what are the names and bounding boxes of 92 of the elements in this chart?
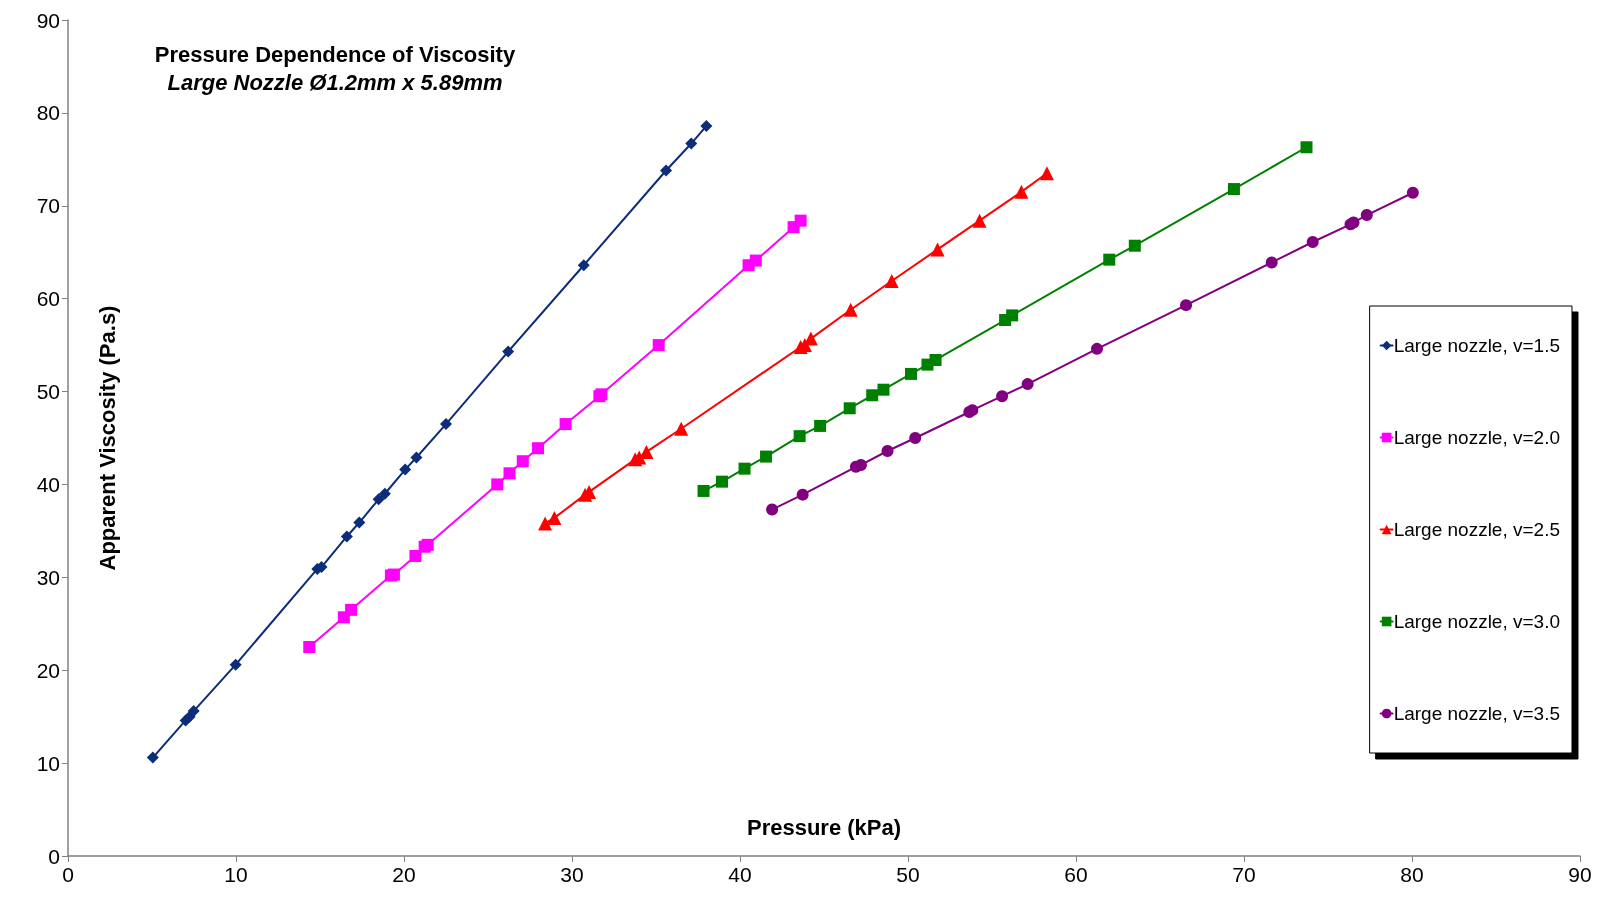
point [843,402,856,415]
x-tick-label: 90 [1568,863,1592,886]
point [793,430,806,443]
point [1300,141,1313,154]
point [700,119,713,132]
point [345,603,358,616]
x-tick-label: 60 [1064,863,1088,886]
point [1021,378,1034,391]
y-tick-label: 30 [36,565,60,589]
point [794,214,807,227]
point [685,137,698,150]
point [814,419,827,432]
point [1039,166,1054,181]
point [146,751,159,764]
point [660,164,673,177]
point [1128,239,1141,252]
point [410,451,423,464]
x-tick-label: 50 [896,863,920,886]
legend-label: Large nozzle, v=1.5 [1393,335,1561,356]
point [229,658,242,671]
point [503,467,516,480]
point [1406,186,1419,199]
y-tick-label: 40 [36,472,60,496]
point [929,353,942,366]
x-tick-label: 20 [392,863,416,886]
point [1360,209,1373,222]
point [652,339,665,352]
point [538,516,553,531]
point [697,484,710,497]
y-tick-label: 70 [36,194,60,218]
point [399,463,412,476]
y-tick-label: 0 [48,844,60,868]
x-axis-title: Pressure (kPa) [746,814,902,840]
point [716,475,729,488]
y-tick-label: 20 [36,658,60,682]
y-tick-label: 80 [36,101,60,125]
y-tick-label: 10 [36,751,60,775]
point [1014,184,1029,199]
point [409,549,422,562]
point [972,213,987,228]
point [884,274,899,289]
point [1091,342,1103,355]
point [674,421,689,436]
point [905,367,918,380]
point [559,418,572,431]
point [760,450,773,463]
point [532,442,545,455]
point [1227,183,1240,196]
y-tick-label: 50 [36,380,60,404]
point [372,493,385,506]
legend-label: Large nozzle, v=3.5 [1393,703,1561,724]
x-tick-label: 80 [1400,863,1424,886]
point [909,432,922,444]
point [547,510,562,525]
y-tick-label: 90 [36,8,60,32]
x-tick-label: 40 [728,863,752,886]
legend-label: Large nozzle, v=3.0 [1393,611,1561,632]
point [866,389,879,402]
point [749,254,762,267]
point [843,302,858,317]
point [766,503,779,516]
y-tick-label: 60 [36,287,60,311]
y-axis-title: Apparent Viscosity (Pa.s) [94,305,120,571]
text: Pressure Dependence of Viscosity [154,41,516,67]
point [996,390,1009,403]
point [502,345,515,358]
point [1006,309,1019,322]
point [881,445,894,457]
point [1103,253,1116,266]
point [440,418,452,431]
point [930,242,945,257]
text: Large Nozzle Ø1.2mm x 5.89mm [167,69,503,95]
legend-label: Large nozzle, v=2.0 [1393,427,1561,448]
x-tick-label: 30 [560,863,584,886]
point [796,488,809,501]
legend-label: Large nozzle, v=2.5 [1393,519,1561,540]
point [491,478,504,491]
point [340,530,353,543]
point [353,516,366,529]
x-tick-label: 10 [224,863,248,886]
point [1180,299,1193,312]
point [378,487,391,500]
point [303,641,316,653]
x-tick-label: 70 [1232,863,1256,886]
point [877,383,890,396]
point [1306,236,1319,248]
point [1265,256,1278,269]
point [738,462,751,475]
point [639,444,654,459]
x-tick-label: 0 [62,863,74,886]
point [577,259,590,272]
point [516,455,529,468]
